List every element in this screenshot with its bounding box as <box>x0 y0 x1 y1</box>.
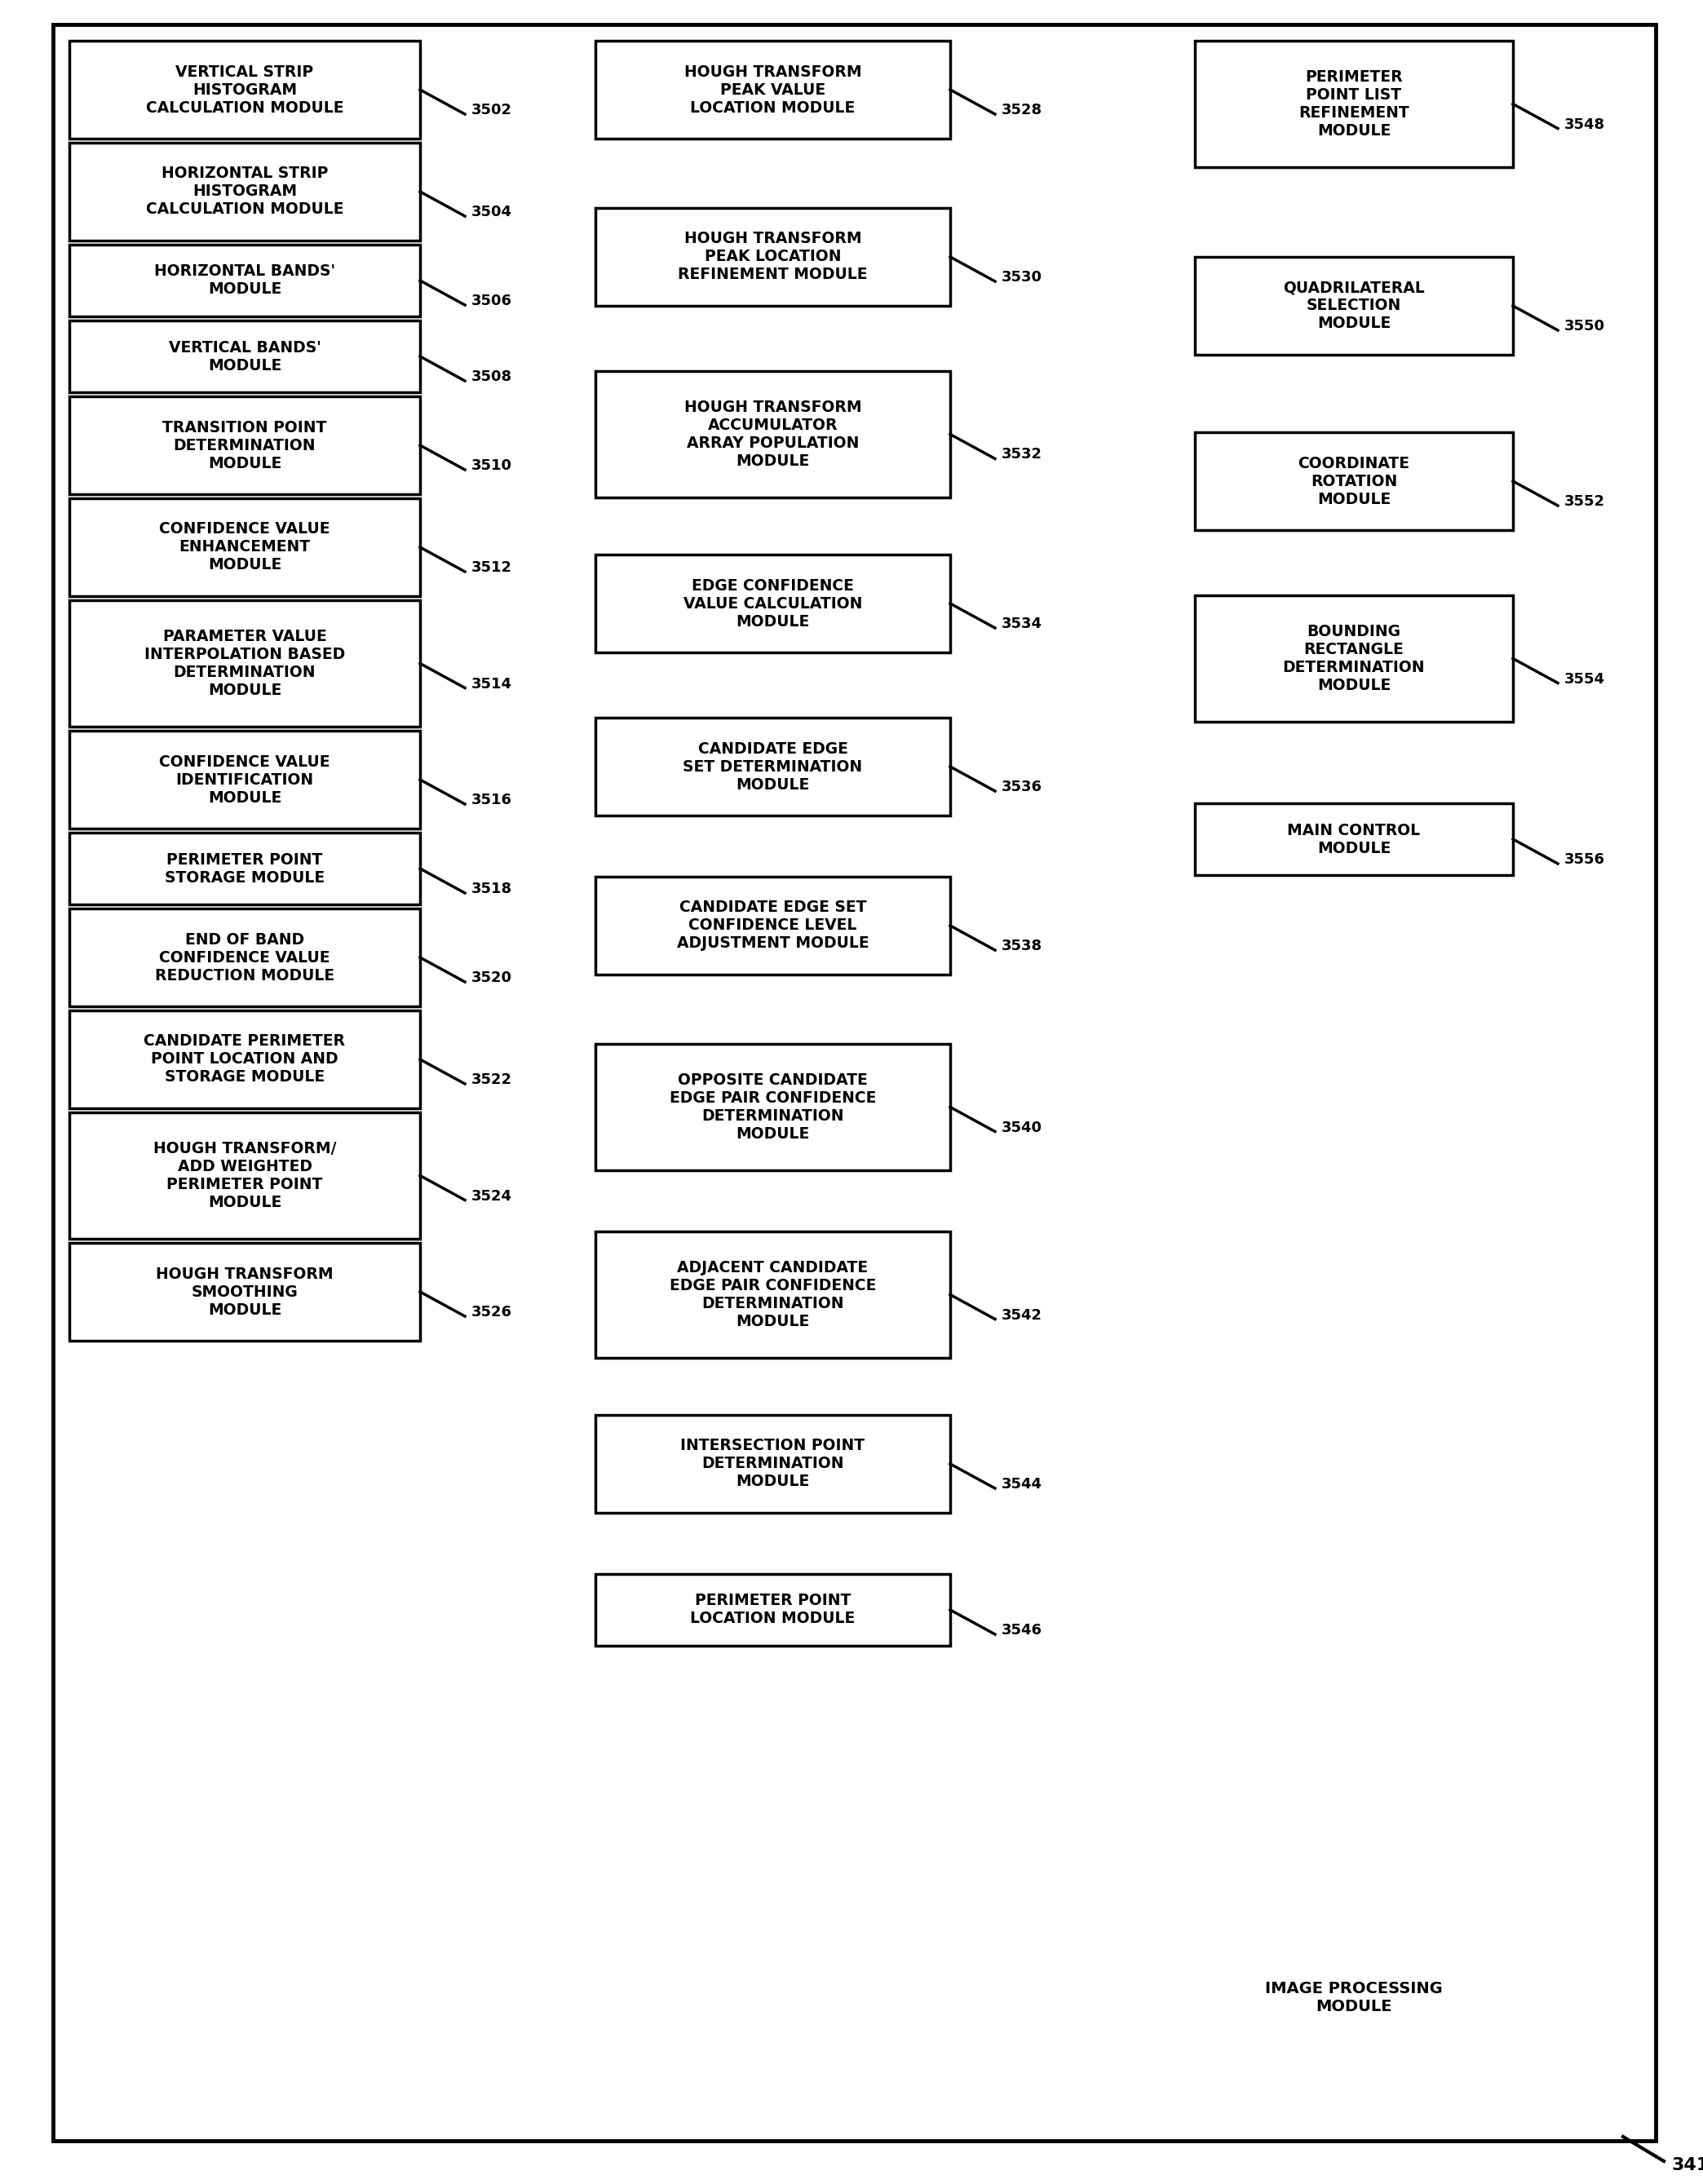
Bar <box>1196 804 1512 876</box>
Bar <box>70 832 421 904</box>
Text: 3556: 3556 <box>1565 852 1606 867</box>
Text: CANDIDATE PERIMETER
POINT LOCATION AND
STORAGE MODULE: CANDIDATE PERIMETER POINT LOCATION AND S… <box>145 1033 346 1085</box>
Text: 3520: 3520 <box>472 970 513 985</box>
Text: CANDIDATE EDGE SET
CONFIDENCE LEVEL
ADJUSTMENT MODULE: CANDIDATE EDGE SET CONFIDENCE LEVEL ADJU… <box>676 900 869 952</box>
Text: CONFIDENCE VALUE
ENHANCEMENT
MODULE: CONFIDENCE VALUE ENHANCEMENT MODULE <box>160 522 330 572</box>
Text: BOUNDING
RECTANGLE
DETERMINATION
MODULE: BOUNDING RECTANGLE DETERMINATION MODULE <box>1282 625 1425 692</box>
Text: 3530: 3530 <box>1001 271 1042 284</box>
Bar <box>70 1243 421 1341</box>
Text: 3504: 3504 <box>472 205 513 218</box>
Bar <box>70 245 421 317</box>
Text: PERIMETER
POINT LIST
REFINEMENT
MODULE: PERIMETER POINT LIST REFINEMENT MODULE <box>1299 70 1410 138</box>
Text: 3418': 3418' <box>1672 2158 1703 2173</box>
Text: MAIN CONTROL
MODULE: MAIN CONTROL MODULE <box>1287 823 1420 856</box>
Bar <box>70 601 421 727</box>
Text: PARAMETER VALUE
INTERPOLATION BASED
DETERMINATION
MODULE: PARAMETER VALUE INTERPOLATION BASED DETE… <box>145 629 346 699</box>
Bar <box>1196 41 1512 168</box>
Text: HOUGH TRANSFORM
ACCUMULATOR
ARRAY POPULATION
MODULE: HOUGH TRANSFORM ACCUMULATOR ARRAY POPULA… <box>685 400 862 470</box>
Text: CONFIDENCE VALUE
IDENTIFICATION
MODULE: CONFIDENCE VALUE IDENTIFICATION MODULE <box>160 753 330 806</box>
Text: 3510: 3510 <box>472 459 513 474</box>
Text: ADJACENT CANDIDATE
EDGE PAIR CONFIDENCE
DETERMINATION
MODULE: ADJACENT CANDIDATE EDGE PAIR CONFIDENCE … <box>669 1260 875 1330</box>
Text: 3518: 3518 <box>472 882 513 895</box>
Text: 3538: 3538 <box>1001 939 1042 954</box>
Text: 3548: 3548 <box>1565 118 1606 131</box>
Bar <box>70 498 421 596</box>
Text: 3532: 3532 <box>1001 448 1042 463</box>
Bar <box>70 142 421 240</box>
Bar <box>596 207 950 306</box>
Bar <box>1196 596 1512 721</box>
Text: 3502: 3502 <box>472 103 513 118</box>
Text: 3540: 3540 <box>1001 1120 1042 1136</box>
Bar <box>596 371 950 498</box>
Text: CANDIDATE EDGE
SET DETERMINATION
MODULE: CANDIDATE EDGE SET DETERMINATION MODULE <box>683 740 862 793</box>
Text: 3512: 3512 <box>472 561 513 574</box>
Bar <box>596 1232 950 1358</box>
Bar <box>70 321 421 393</box>
Text: HOUGH TRANSFORM
SMOOTHING
MODULE: HOUGH TRANSFORM SMOOTHING MODULE <box>157 1267 334 1317</box>
Text: HOUGH TRANSFORM
PEAK LOCATION
REFINEMENT MODULE: HOUGH TRANSFORM PEAK LOCATION REFINEMENT… <box>678 232 867 282</box>
Bar <box>596 41 950 138</box>
Bar <box>1196 258 1512 354</box>
Bar <box>1196 432 1512 531</box>
Text: IMAGE PROCESSING
MODULE: IMAGE PROCESSING MODULE <box>1265 1981 1442 2016</box>
Bar <box>596 555 950 653</box>
Bar <box>70 1112 421 1238</box>
Bar <box>596 1044 950 1171</box>
Text: 3552: 3552 <box>1565 494 1606 509</box>
Bar <box>596 719 950 815</box>
Text: 3554: 3554 <box>1565 673 1606 686</box>
Text: 3526: 3526 <box>472 1304 513 1319</box>
Text: HORIZONTAL BANDS'
MODULE: HORIZONTAL BANDS' MODULE <box>153 264 335 297</box>
Bar <box>70 395 421 494</box>
Text: 3542: 3542 <box>1001 1308 1042 1321</box>
Bar <box>70 909 421 1007</box>
Bar <box>596 1575 950 1647</box>
Bar <box>70 1011 421 1107</box>
Bar <box>596 1415 950 1514</box>
Text: 3536: 3536 <box>1001 780 1042 795</box>
Text: 3546: 3546 <box>1001 1623 1042 1638</box>
Text: 3522: 3522 <box>472 1072 513 1088</box>
Text: 3524: 3524 <box>472 1188 513 1203</box>
Text: 3516: 3516 <box>472 793 513 808</box>
Text: 3550: 3550 <box>1565 319 1606 334</box>
Text: EDGE CONFIDENCE
VALUE CALCULATION
MODULE: EDGE CONFIDENCE VALUE CALCULATION MODULE <box>683 579 862 629</box>
Text: OPPOSITE CANDIDATE
EDGE PAIR CONFIDENCE
DETERMINATION
MODULE: OPPOSITE CANDIDATE EDGE PAIR CONFIDENCE … <box>669 1072 875 1142</box>
Text: 3544: 3544 <box>1001 1476 1042 1492</box>
Text: HOUGH TRANSFORM
PEAK VALUE
LOCATION MODULE: HOUGH TRANSFORM PEAK VALUE LOCATION MODU… <box>685 63 862 116</box>
Text: 3514: 3514 <box>472 677 513 690</box>
Text: TRANSITION POINT
DETERMINATION
MODULE: TRANSITION POINT DETERMINATION MODULE <box>162 419 327 472</box>
Text: HOUGH TRANSFORM/
ADD WEIGHTED
PERIMETER POINT
MODULE: HOUGH TRANSFORM/ ADD WEIGHTED PERIMETER … <box>153 1140 335 1210</box>
Bar <box>70 732 421 828</box>
Text: VERTICAL BANDS'
MODULE: VERTICAL BANDS' MODULE <box>169 341 320 373</box>
Text: HORIZONTAL STRIP
HISTOGRAM
CALCULATION MODULE: HORIZONTAL STRIP HISTOGRAM CALCULATION M… <box>146 166 344 218</box>
Text: INTERSECTION POINT
DETERMINATION
MODULE: INTERSECTION POINT DETERMINATION MODULE <box>681 1439 865 1489</box>
Text: 3528: 3528 <box>1001 103 1042 118</box>
Text: 3506: 3506 <box>472 293 513 308</box>
Text: 3534: 3534 <box>1001 616 1042 631</box>
Text: QUADRILATERAL
SELECTION
MODULE: QUADRILATERAL SELECTION MODULE <box>1282 280 1425 332</box>
Text: COORDINATE
ROTATION
MODULE: COORDINATE ROTATION MODULE <box>1298 456 1410 507</box>
Text: VERTICAL STRIP
HISTOGRAM
CALCULATION MODULE: VERTICAL STRIP HISTOGRAM CALCULATION MOD… <box>146 63 344 116</box>
Text: PERIMETER POINT
STORAGE MODULE: PERIMETER POINT STORAGE MODULE <box>165 852 325 885</box>
Text: 3508: 3508 <box>472 369 513 384</box>
Text: PERIMETER POINT
LOCATION MODULE: PERIMETER POINT LOCATION MODULE <box>690 1592 855 1627</box>
Text: END OF BAND
CONFIDENCE VALUE
REDUCTION MODULE: END OF BAND CONFIDENCE VALUE REDUCTION M… <box>155 933 334 983</box>
Bar <box>70 41 421 138</box>
Bar <box>596 876 950 974</box>
